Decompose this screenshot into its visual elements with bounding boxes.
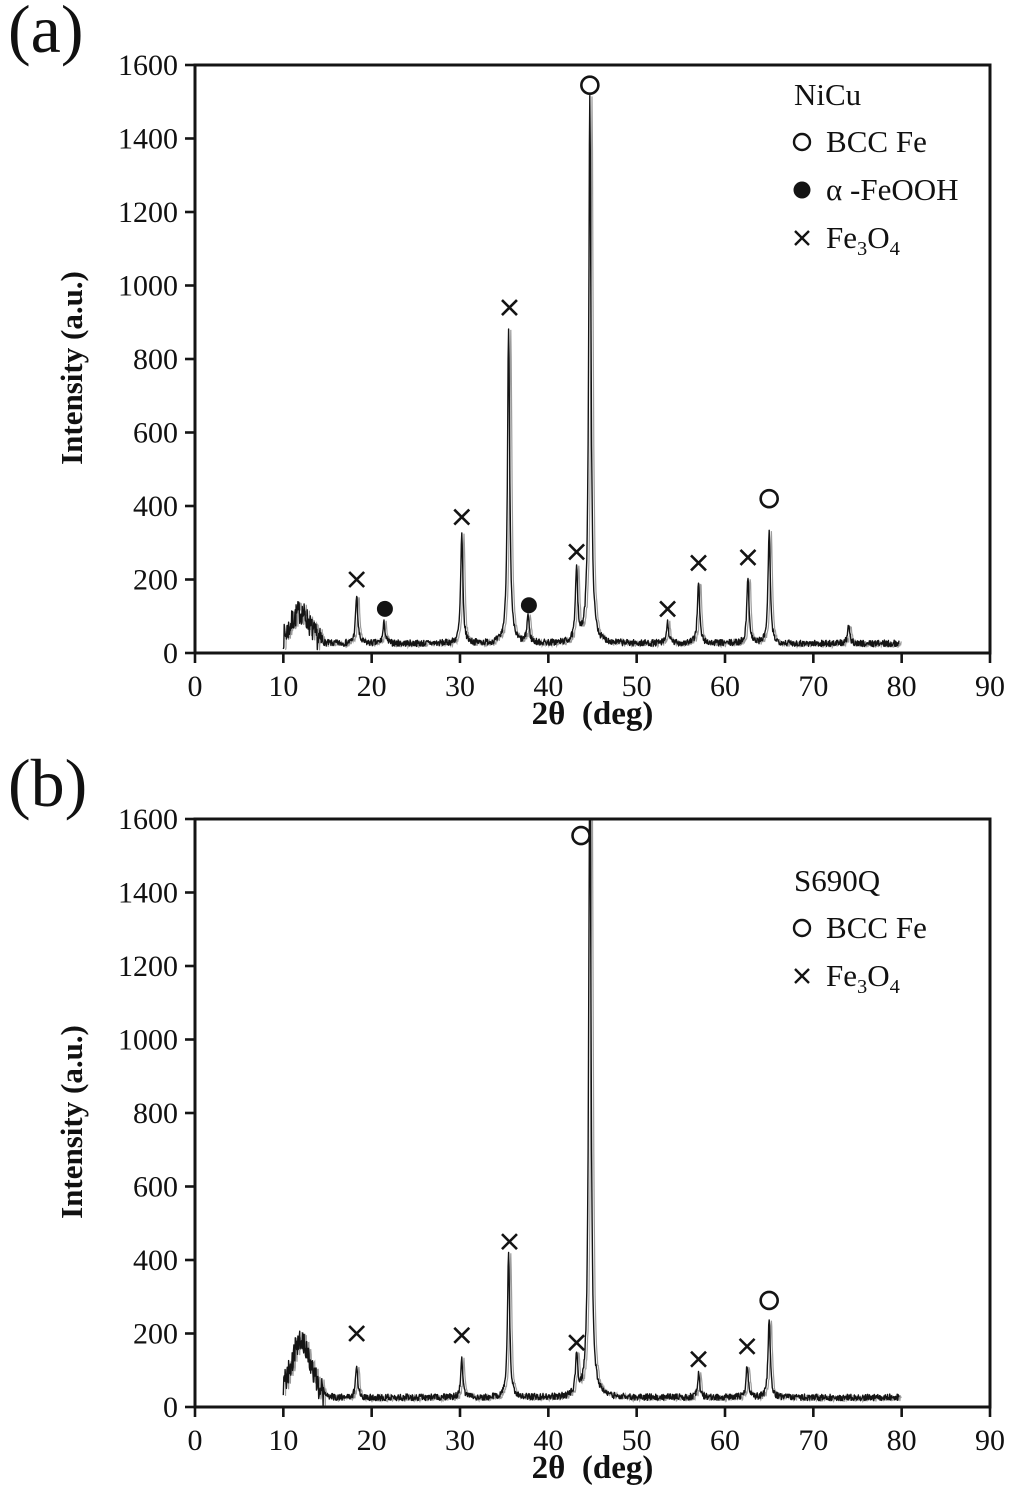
circle-filled-icon (788, 177, 816, 203)
xrd-trace (282, 94, 900, 651)
open-circle-marker (759, 1290, 779, 1311)
svg-text:0: 0 (163, 1391, 178, 1424)
svg-text:60: 60 (710, 1424, 740, 1457)
panel-a-y-axis-title: Intensity (a.u.) (54, 271, 89, 465)
x-marker (568, 1334, 586, 1352)
svg-text:1400: 1400 (118, 877, 178, 910)
x-marker (659, 600, 677, 618)
panel-a-label: (a) (8, 0, 84, 67)
panel-a-legend: NiCu BCC Fe α -FeOOH Fe3O4 (788, 72, 1018, 262)
panel-b-legend-title: S690Q (794, 863, 881, 898)
legend-item: BCC Fe (788, 118, 1018, 166)
x-marker (690, 554, 707, 572)
panel-a: (a) 0 10 20 30 40 50 60 70 80 90 0 200 400 600 800 1000… (8, 0, 1018, 732)
panel-b-label: (b) (8, 745, 88, 821)
legend-item-label: α -FeOOH (826, 172, 959, 207)
svg-text:400: 400 (133, 1244, 178, 1277)
open-circle-marker (759, 488, 779, 509)
legend-item: α -FeOOH (788, 166, 1018, 214)
x-marker (453, 1326, 471, 1344)
svg-text:0: 0 (188, 670, 203, 703)
x-marker (501, 299, 518, 316)
legend-item: BCC Fe (788, 904, 1018, 952)
open-circle-marker (571, 825, 591, 846)
svg-text:1400: 1400 (118, 123, 178, 156)
svg-text:400: 400 (133, 490, 178, 523)
legend-item: Fe3O4 (788, 952, 1018, 1000)
svg-text:70: 70 (798, 1424, 828, 1457)
panel-b-plot: 0 10 20 30 40 50 60 70 80 90 0 200 400 600 800 1000 1200… (118, 803, 1005, 1457)
x-marker (348, 571, 366, 588)
x-marker (568, 543, 586, 561)
panel-a-plot: 0 10 20 30 40 50 60 70 80 90 0 200 400 600 800 1000 1200… (118, 49, 1005, 703)
x-marker (738, 1337, 756, 1355)
x-marker (453, 508, 471, 526)
svg-text:20: 20 (357, 1424, 387, 1457)
svg-text:80: 80 (887, 1424, 917, 1457)
circle-open-icon (788, 915, 816, 941)
x-icon (788, 225, 816, 251)
panel-a-legend-title: NiCu (794, 77, 862, 112)
svg-text:20: 20 (357, 670, 387, 703)
legend-item-label: BCC Fe (826, 910, 927, 945)
svg-text:1600: 1600 (118, 49, 178, 82)
panel-b-y-axis-title: Intensity (a.u.) (54, 1025, 89, 1219)
svg-text:30: 30 (445, 1424, 475, 1457)
svg-text:60: 60 (710, 670, 740, 703)
svg-text:30: 30 (445, 670, 475, 703)
svg-text:0: 0 (163, 637, 178, 670)
svg-text:90: 90 (975, 1424, 1005, 1457)
xrd-trace-shadow (284, 96, 902, 651)
panel-a-legend-items: BCC Fe α -FeOOH Fe3O4 (788, 118, 1018, 262)
svg-text:90: 90 (975, 670, 1005, 703)
svg-text:1200: 1200 (118, 950, 178, 983)
svg-text:600: 600 (133, 417, 178, 450)
legend-item-label: Fe3O4 (826, 958, 900, 999)
svg-text:50: 50 (622, 1424, 652, 1457)
svg-text:1000: 1000 (118, 270, 178, 303)
svg-text:80: 80 (887, 670, 917, 703)
svg-text:800: 800 (133, 1097, 178, 1130)
panel-b-x-axis-title: 2θ (deg) (531, 1450, 654, 1486)
panel-b-legend-items: BCC Fe Fe3O4 (788, 904, 1018, 1000)
panel-a-x-axis-title: 2θ (deg) (531, 696, 654, 732)
x-marker (501, 1233, 518, 1251)
legend-item-label: Fe3O4 (826, 220, 900, 261)
filled-circle-marker (376, 600, 393, 617)
svg-text:10: 10 (268, 1424, 298, 1457)
svg-text:40: 40 (533, 670, 563, 703)
x-marker (348, 1325, 366, 1342)
panel-b: (b) 0 10 20 30 40 50 60 70 80 90 0 200 400 600 800 1000… (0, 746, 1024, 1508)
panel-b-legend: S690Q BCC Fe Fe3O4 (788, 858, 1018, 1000)
svg-text:200: 200 (133, 564, 178, 597)
svg-text:1200: 1200 (118, 196, 178, 229)
xrd-trace (282, 818, 900, 1406)
svg-text:50: 50 (622, 670, 652, 703)
svg-text:600: 600 (133, 1171, 178, 1204)
svg-text:10: 10 (268, 670, 298, 703)
legend-item: Fe3O4 (788, 214, 1018, 262)
svg-text:70: 70 (798, 670, 828, 703)
svg-text:200: 200 (133, 1318, 178, 1351)
open-circle-marker (580, 75, 600, 96)
svg-text:40: 40 (533, 1424, 563, 1457)
x-icon (788, 963, 816, 989)
legend-item-label: BCC Fe (826, 124, 927, 159)
svg-text:1600: 1600 (118, 803, 178, 836)
x-marker (739, 549, 757, 566)
circle-open-icon (788, 129, 816, 155)
svg-text:1000: 1000 (118, 1024, 178, 1057)
filled-circle-marker (520, 597, 537, 614)
svg-text:800: 800 (133, 343, 178, 376)
x-marker (690, 1350, 707, 1368)
svg-text:0: 0 (188, 1424, 203, 1457)
